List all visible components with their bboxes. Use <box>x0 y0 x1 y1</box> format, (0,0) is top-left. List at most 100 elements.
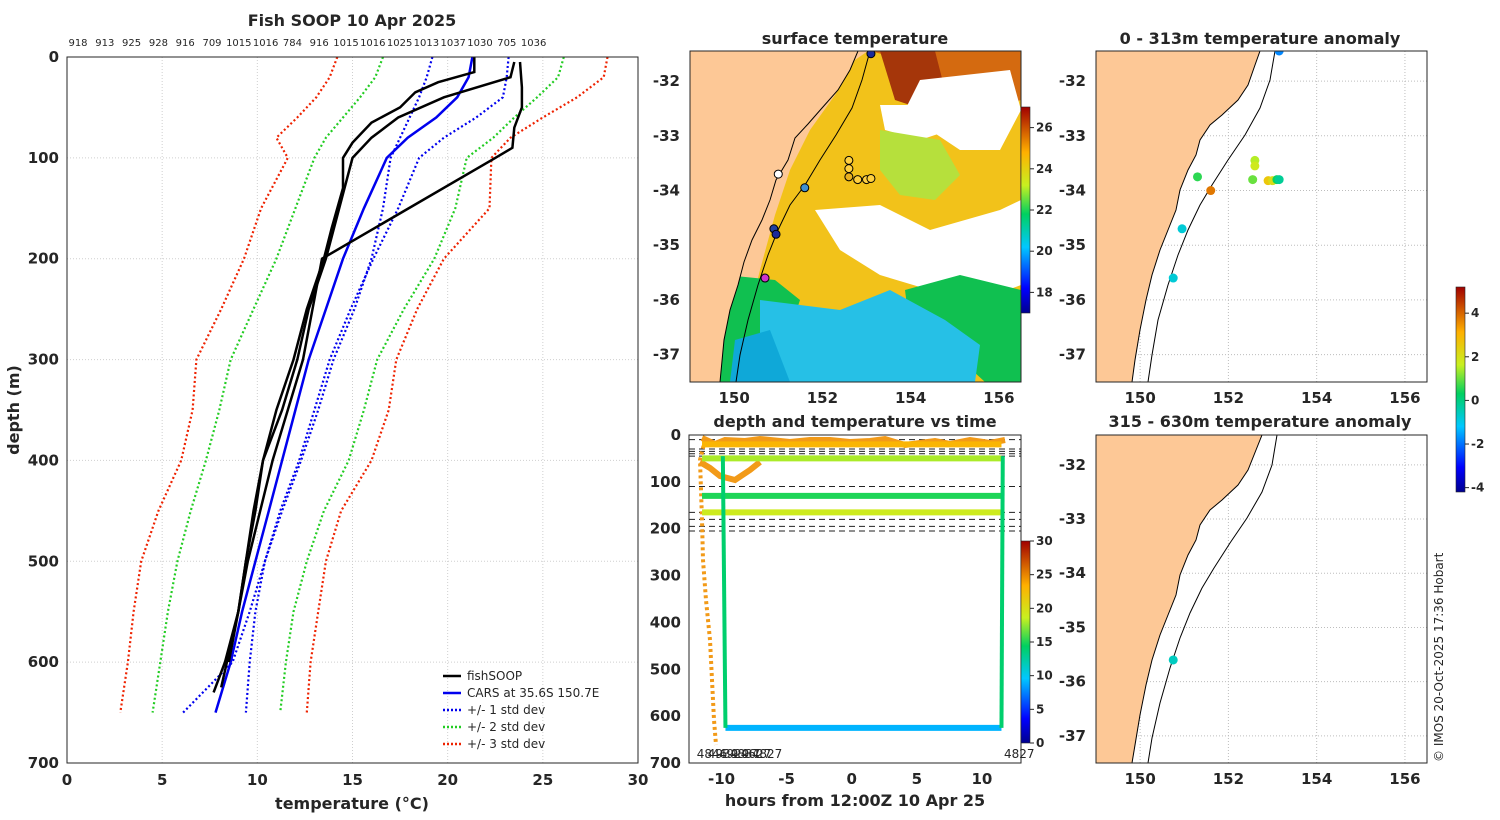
top-label: 705 <box>497 38 516 49</box>
std-line <box>119 57 339 713</box>
fishsoop-line <box>227 61 524 663</box>
sst-station-marker <box>844 155 854 165</box>
time-dashed-depths <box>689 439 1021 532</box>
lat-tick-label: -33 <box>653 127 680 145</box>
sst-station-marker <box>853 175 863 185</box>
top-label: 784 <box>283 38 302 49</box>
depth-tick-label: 100 <box>650 473 681 491</box>
time-tracks <box>702 441 1005 731</box>
time-panel: depth and temperature vs time -10 -5 0 5 100… <box>650 412 1053 810</box>
station-label: 4939 <box>708 747 739 761</box>
profile-top-labels: 918 913 925 928 916 709 1015 1016 784 916 1015 1016… <box>68 38 546 49</box>
depth-tick-label: 200 <box>650 520 681 538</box>
x-tick-label: 0 <box>62 771 72 789</box>
colorbar-tick-label: 0 <box>1036 736 1044 750</box>
profile-xlabel: temperature (°C) <box>275 794 429 813</box>
lat-tick-label: -34 <box>1059 182 1086 200</box>
std-line <box>151 57 385 713</box>
profile-grid <box>66 56 639 764</box>
time-title: depth and temperature vs time <box>713 412 996 431</box>
hour-tick-label: -10 <box>708 770 735 788</box>
colorbar-tick-label: 10 <box>1036 669 1053 683</box>
top-label: 925 <box>122 38 141 49</box>
lon-tick-label: 150 <box>718 389 749 407</box>
sst-station-marker <box>844 164 854 174</box>
lat-tick-label: -37 <box>653 346 680 364</box>
lat-tick-label: -35 <box>1059 236 1086 254</box>
top-label: 1030 <box>467 38 492 49</box>
lat-tick-label: -34 <box>1059 564 1086 582</box>
anomaly-shallow-point <box>1168 273 1178 283</box>
lon-tick-label: 154 <box>1301 770 1332 788</box>
colorbar-tick-label: 20 <box>1036 244 1053 258</box>
copyright-text: © IMOS 20-Oct-2025 17:36 Hobart <box>1432 552 1446 762</box>
depth-tick-label: 700 <box>650 754 681 772</box>
y-tick-label: 100 <box>28 149 59 167</box>
anomaly-shallow-points <box>1168 51 1284 283</box>
x-tick-label: 5 <box>157 771 167 789</box>
lat-tick-label: -37 <box>1059 727 1086 745</box>
lat-tick-label: -33 <box>1059 127 1086 145</box>
sst-map-panel: surface temperature 150 152 154 156-3 <box>653 29 1053 407</box>
sst-stations <box>760 51 876 283</box>
lon-tick-label: 154 <box>895 389 926 407</box>
lon-tick-label: 152 <box>807 389 838 407</box>
anomaly-colorbar: 4 2 0 -2 -4 <box>1455 286 1484 495</box>
top-label: 928 <box>149 38 168 49</box>
top-label: 1025 <box>387 38 412 49</box>
top-label: 1036 <box>521 38 546 49</box>
x-tick-label: 20 <box>437 771 458 789</box>
std-line <box>305 57 609 713</box>
lon-tick-label: 156 <box>1389 389 1420 407</box>
colorbar-tick-label: 5 <box>1036 702 1044 716</box>
anomaly-shallow-title: 0 - 313m temperature anomaly <box>1120 29 1401 48</box>
legend-cars: CARS at 35.6S 150.7E <box>467 686 599 700</box>
profile-ylabel: depth (m) <box>4 365 23 455</box>
depth-tick-label: 400 <box>650 613 681 631</box>
colorbar-tick-label: 22 <box>1036 203 1053 217</box>
lon-tick-label: 152 <box>1213 389 1244 407</box>
sst-station-marker <box>771 229 781 239</box>
depth-tick-label: 600 <box>650 707 681 725</box>
anomaly-deep-title: 315 - 630m temperature anomaly <box>1109 412 1412 431</box>
colorbar-tick-label: 2 <box>1471 350 1479 364</box>
sst-colorbar: 18 20 22 24 26 <box>1020 106 1053 314</box>
lat-tick-label: -35 <box>653 236 680 254</box>
depth-tick-label: 0 <box>671 426 681 444</box>
time-right-label: 4827 <box>1004 747 1035 761</box>
colorbar-tick-label: 25 <box>1036 568 1053 582</box>
colorbar-tick-label: 30 <box>1036 534 1053 548</box>
x-tick-label: 30 <box>628 771 649 789</box>
fishsoop-line <box>219 61 516 688</box>
hour-tick-label: 10 <box>972 770 993 788</box>
anomaly-deep-panel: 315 - 630m temperature anomaly 150 152 154… <box>1059 286 1484 788</box>
top-label: 1015 <box>226 38 251 49</box>
sst-station-marker <box>800 183 810 193</box>
lon-tick-label: 150 <box>1124 770 1155 788</box>
sst-station-marker <box>760 273 770 283</box>
legend-2std: +/- 2 std dev <box>467 720 545 734</box>
colorbar-tick-label: 26 <box>1036 121 1053 135</box>
anomaly-shallow-point <box>1248 175 1258 185</box>
legend-1std: +/- 1 std dev <box>467 703 545 717</box>
colorbar-tick-label: 18 <box>1036 285 1053 299</box>
anomaly-shallow-ticks: 150 152 154 156 -32 -33 -34 -35 -36 -37 <box>1059 72 1421 407</box>
lat-tick-label: -36 <box>1059 291 1086 309</box>
sst-station-marker <box>844 172 854 182</box>
hour-tick-label: 0 <box>847 770 857 788</box>
top-label: 918 <box>68 38 87 49</box>
anomaly-deep-points <box>1168 655 1178 665</box>
depth-tick-label: 500 <box>650 660 681 678</box>
lat-tick-label: -35 <box>1059 618 1086 636</box>
lat-tick-label: -37 <box>1059 346 1086 364</box>
anomaly-shallow-point <box>1274 51 1284 56</box>
std-line <box>244 57 434 713</box>
lat-tick-label: -34 <box>653 182 680 200</box>
hour-tick-label: -5 <box>778 770 795 788</box>
lat-tick-label: -36 <box>1059 673 1086 691</box>
lon-tick-label: 156 <box>983 389 1014 407</box>
x-tick-label: 25 <box>532 771 553 789</box>
lon-tick-label: 150 <box>1124 389 1155 407</box>
